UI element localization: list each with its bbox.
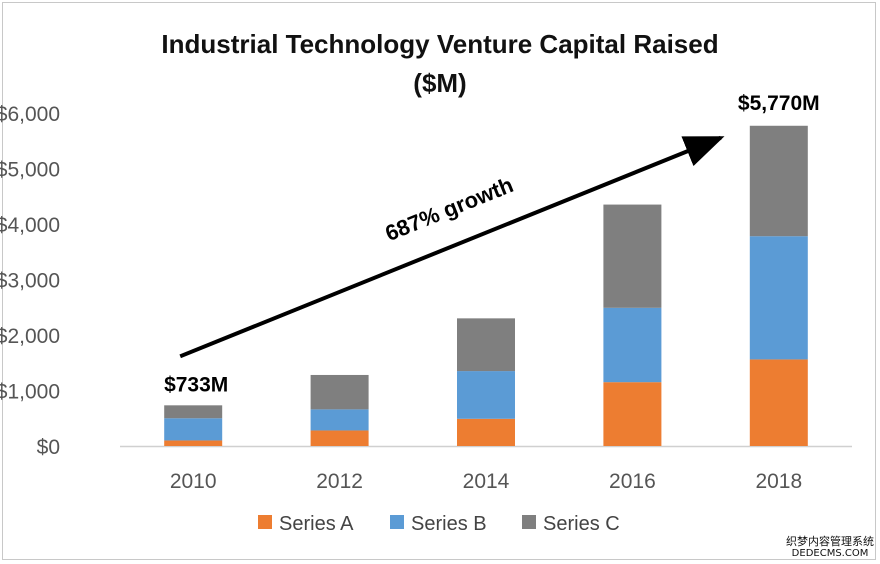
- bar-series-c-2014: [457, 318, 515, 372]
- start-total-label: $733M: [164, 373, 228, 396]
- y-tick-label: $3,000: [0, 270, 60, 293]
- x-tick-label: 2012: [316, 470, 363, 493]
- x-tick-label: 2016: [609, 470, 656, 493]
- bar-series-a-2018: [749, 359, 808, 446]
- x-tick-label: 2010: [170, 470, 217, 493]
- y-tick-label: $0: [37, 436, 60, 459]
- bar-series-c-2010: [164, 405, 223, 419]
- bar-series-b-2012: [310, 409, 369, 431]
- legend-label-series-b: Series B: [411, 513, 487, 535]
- x-tick-label: 2018: [755, 470, 802, 493]
- watermark-line2: DEDECMS.COM: [791, 548, 869, 559]
- legend-label-series-c: Series C: [543, 513, 620, 535]
- watermark-line1: 织梦内容管理系统: [786, 535, 874, 548]
- legend-swatch-series-c: [522, 515, 536, 529]
- chart-subtitle: ($M): [413, 68, 466, 98]
- legend-label-series-a: Series A: [279, 513, 354, 535]
- bar-series-a-2010: [164, 440, 223, 446]
- x-tick-label: 2014: [463, 470, 510, 493]
- bar-series-a-2012: [310, 430, 369, 446]
- y-tick-label: $2,000: [0, 325, 60, 348]
- bar-series-c-2012: [310, 374, 369, 410]
- growth-label: 687% growth: [382, 172, 517, 246]
- watermark: 织梦内容管理系统 DEDECMS.COM: [786, 536, 874, 560]
- chart-title: Industrial Technology Venture Capital Ra…: [161, 29, 718, 59]
- growth-arrow: [179, 135, 725, 359]
- bar-series-b-2016: [603, 307, 662, 383]
- y-tick-label: $5,000: [0, 159, 60, 182]
- bar-series-a-2016: [603, 382, 662, 446]
- legend-swatch-series-a: [258, 515, 272, 529]
- bar-series-b-2018: [749, 236, 808, 360]
- y-tick-label: $4,000: [0, 214, 60, 237]
- end-total-label: $5,770M: [738, 92, 820, 115]
- y-tick-label: $6,000: [0, 103, 60, 126]
- bar-series-a-2014: [457, 418, 515, 446]
- legend-swatch-series-b: [390, 515, 404, 529]
- y-tick-label: $1,000: [0, 381, 60, 404]
- bar-series-c-2016: [603, 204, 662, 308]
- bar-series-c-2018: [749, 125, 808, 237]
- bar-series-b-2010: [164, 418, 223, 441]
- bar-series-b-2014: [457, 371, 515, 419]
